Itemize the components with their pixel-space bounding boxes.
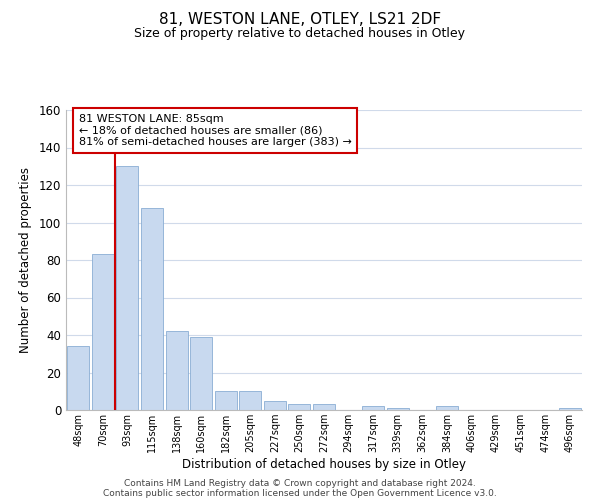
Bar	[215, 391, 237, 410]
Bar	[313, 404, 335, 410]
Bar	[116, 166, 139, 410]
Bar	[166, 331, 188, 410]
Bar	[92, 254, 114, 410]
Bar	[289, 404, 310, 410]
Bar	[67, 346, 89, 410]
Bar	[141, 208, 163, 410]
Y-axis label: Number of detached properties: Number of detached properties	[19, 167, 32, 353]
Bar	[436, 406, 458, 410]
Text: Contains public sector information licensed under the Open Government Licence v3: Contains public sector information licen…	[103, 488, 497, 498]
X-axis label: Distribution of detached houses by size in Otley: Distribution of detached houses by size …	[182, 458, 466, 471]
Bar	[190, 337, 212, 410]
Bar	[239, 391, 262, 410]
Text: 81 WESTON LANE: 85sqm
← 18% of detached houses are smaller (86)
81% of semi-deta: 81 WESTON LANE: 85sqm ← 18% of detached …	[79, 114, 352, 147]
Text: 81, WESTON LANE, OTLEY, LS21 2DF: 81, WESTON LANE, OTLEY, LS21 2DF	[159, 12, 441, 28]
Bar	[362, 406, 384, 410]
Text: Size of property relative to detached houses in Otley: Size of property relative to detached ho…	[134, 28, 466, 40]
Bar	[264, 400, 286, 410]
Bar	[559, 408, 581, 410]
Text: Contains HM Land Registry data © Crown copyright and database right 2024.: Contains HM Land Registry data © Crown c…	[124, 478, 476, 488]
Bar	[386, 408, 409, 410]
